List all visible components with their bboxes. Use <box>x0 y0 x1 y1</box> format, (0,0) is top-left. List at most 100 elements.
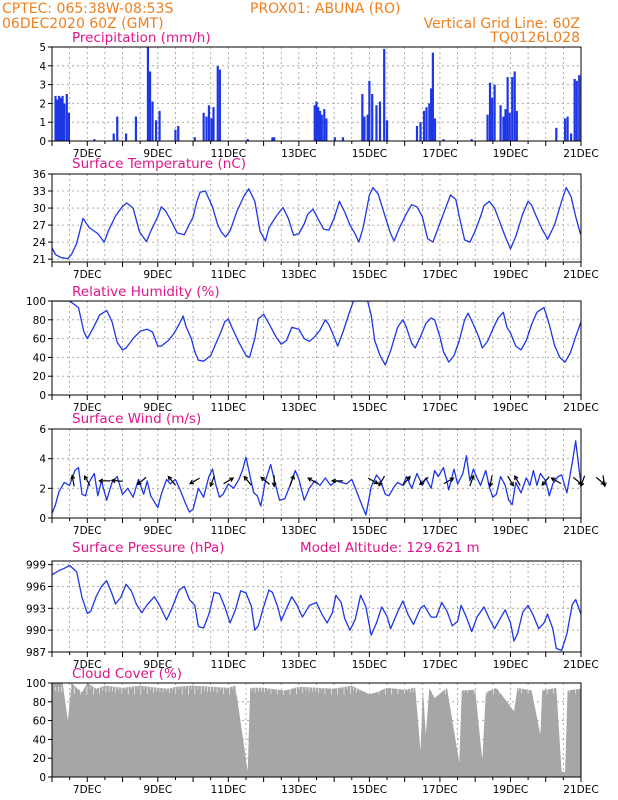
precip-bar-14 <box>148 71 152 141</box>
wind-arrow-head-13 <box>307 477 313 482</box>
precip-bar-73 <box>566 116 569 141</box>
header-run-date: 06DEC2020 60Z (GMT) <box>2 16 164 32</box>
header: CPTEC: 065:38W-08:53S PROX01: ABUNA (RO)… <box>2 1 580 46</box>
precip-bar-19 <box>177 125 180 141</box>
temp-xtick-label-0: 7DEC <box>73 269 102 281</box>
temp-xtick-label-4: 15DEC <box>352 269 387 281</box>
cloud-ytick-label-1: 20 <box>33 753 46 765</box>
wind-arrow-head-22 <box>509 481 514 487</box>
rh-ytick-label-0: 0 <box>39 390 46 402</box>
precip-bar-77 <box>578 75 581 141</box>
pressure-ytick-label-2: 993 <box>26 603 46 615</box>
cloud-xtick-label-0: 7DEC <box>73 784 102 796</box>
temp-xtick-label-5: 17DEC <box>422 269 457 281</box>
precip-bar-29 <box>271 137 274 141</box>
precip-bar-76 <box>575 80 578 141</box>
pressure-ytick-label-3: 996 <box>26 581 46 593</box>
precip-bar-63 <box>499 105 502 141</box>
wind-ytick-label-0: 0 <box>39 513 46 525</box>
rh-xtick-label-6: 19DEC <box>493 402 528 414</box>
rh-panel: 0 20 40 60 80 100 7DEC 9DEC 11DEC 13DEC 15DEC 17DEC… <box>26 284 599 414</box>
wind-arrow-19 <box>443 477 455 485</box>
wind-arrow-head-0 <box>70 474 76 480</box>
wind-arrow-11 <box>271 475 277 488</box>
precip-bar-67 <box>508 112 511 141</box>
precip-bar-55 <box>431 52 434 141</box>
wind-arrow-21 <box>488 475 494 488</box>
precip-bar-46 <box>378 101 382 141</box>
precip-xtick-label-0: 7DEC <box>73 148 102 160</box>
precip-bar-25 <box>212 107 215 141</box>
wind-ytick-label-1: 2 <box>39 483 46 495</box>
rh-xtick-label-4: 15DEC <box>352 402 387 414</box>
temp-xtick-label-1: 9DEC <box>143 269 172 281</box>
wind-arrow-shaft-6 <box>189 477 200 485</box>
temp-title: Surface Temperature (nC) <box>72 156 246 172</box>
precip-bar-12 <box>134 116 138 141</box>
wind-arrow-head-6 <box>188 479 195 485</box>
wind-arrow-16 <box>378 475 386 487</box>
wind-arrow-9 <box>243 475 252 486</box>
wind-xtick-label-5: 17DEC <box>422 525 457 537</box>
wind-arrow-17 <box>402 475 411 486</box>
precip-bar-64 <box>502 116 505 141</box>
cloud-ytick-label-5: 100 <box>26 678 46 690</box>
temp-xtick-label-2: 11DEC <box>211 269 246 281</box>
pressure-ytick-label-4: 999 <box>26 560 46 572</box>
precip-bar-18 <box>174 129 177 141</box>
wind-arrow-20 <box>469 474 475 487</box>
wind-arrow-shaft-29 <box>602 475 606 487</box>
wind-title: Surface Wind (m/s) <box>72 411 201 427</box>
temp-xtick-label-7: 21DEC <box>563 269 598 281</box>
temp-line <box>52 186 581 260</box>
precip-bar-20 <box>193 137 196 141</box>
wind-arrow-7 <box>209 475 215 488</box>
temp-xtick-label-6: 19DEC <box>493 269 528 281</box>
wind-arrow-shaft-9 <box>243 476 252 486</box>
precip-bar-32 <box>315 101 318 141</box>
wind-arrow-shaft-13 <box>307 477 319 485</box>
wind-arrow-23 <box>514 475 521 486</box>
wind-arrow-head-16 <box>378 481 383 487</box>
precip-bar-43 <box>368 80 371 141</box>
cloud-xtick-label-2: 11DEC <box>211 784 246 796</box>
precip-bar-26 <box>216 65 219 141</box>
wind-arrow-3 <box>110 478 123 484</box>
precip-series <box>54 47 581 141</box>
cloud-xtick-label-6: 19DEC <box>493 784 528 796</box>
precip-bar-59 <box>486 114 489 141</box>
rh-line <box>52 301 581 366</box>
wind-arrow-head-25 <box>550 477 556 482</box>
pressure-xtick-label-0: 7DEC <box>73 659 102 671</box>
precip-bar-69 <box>513 71 516 141</box>
wind-arrow-24 <box>541 476 550 487</box>
precip-bar-53 <box>428 103 431 141</box>
rh-xtick-label-2: 11DEC <box>211 402 246 414</box>
precip-ytick-label-0: 0 <box>39 136 46 148</box>
wind-arrow-shaft-10 <box>260 476 270 485</box>
temp-frame <box>51 173 582 263</box>
wind-ytick-label-2: 4 <box>39 454 46 466</box>
pressure-title: Surface Pressure (hPa) <box>72 540 225 556</box>
header-grid-line: Vertical Grid Line: 60Z <box>424 16 580 32</box>
pressure-subtitle: Model Altitude: 129.621 m <box>300 540 480 556</box>
cloud-title: Cloud Cover (%) <box>72 666 182 682</box>
cloud-ytick-label-2: 40 <box>33 734 46 746</box>
pressure-xtick-label-3: 13DEC <box>281 659 316 671</box>
wind-arrow-head-5 <box>167 475 173 481</box>
wind-arrow-shaft-8 <box>223 477 234 485</box>
wind-arrow-15 <box>367 477 379 485</box>
pressure-xtick-label-2: 11DEC <box>211 659 246 671</box>
precip-xtick-label-6: 19DEC <box>493 148 528 160</box>
precip-bar-62 <box>493 84 496 141</box>
precip-bar-11 <box>124 133 128 141</box>
precip-bar-51 <box>422 110 426 141</box>
precip-title: Precipitation (mm/h) <box>72 30 211 46</box>
wind-arrow-5 <box>167 475 176 486</box>
wind-arrow-shaft-25 <box>551 477 562 485</box>
wind-arrow-head-2 <box>98 478 104 484</box>
precip-bar-61 <box>491 97 494 141</box>
precip-bar-45 <box>375 105 378 141</box>
wind-xtick-label-1: 9DEC <box>143 525 172 537</box>
